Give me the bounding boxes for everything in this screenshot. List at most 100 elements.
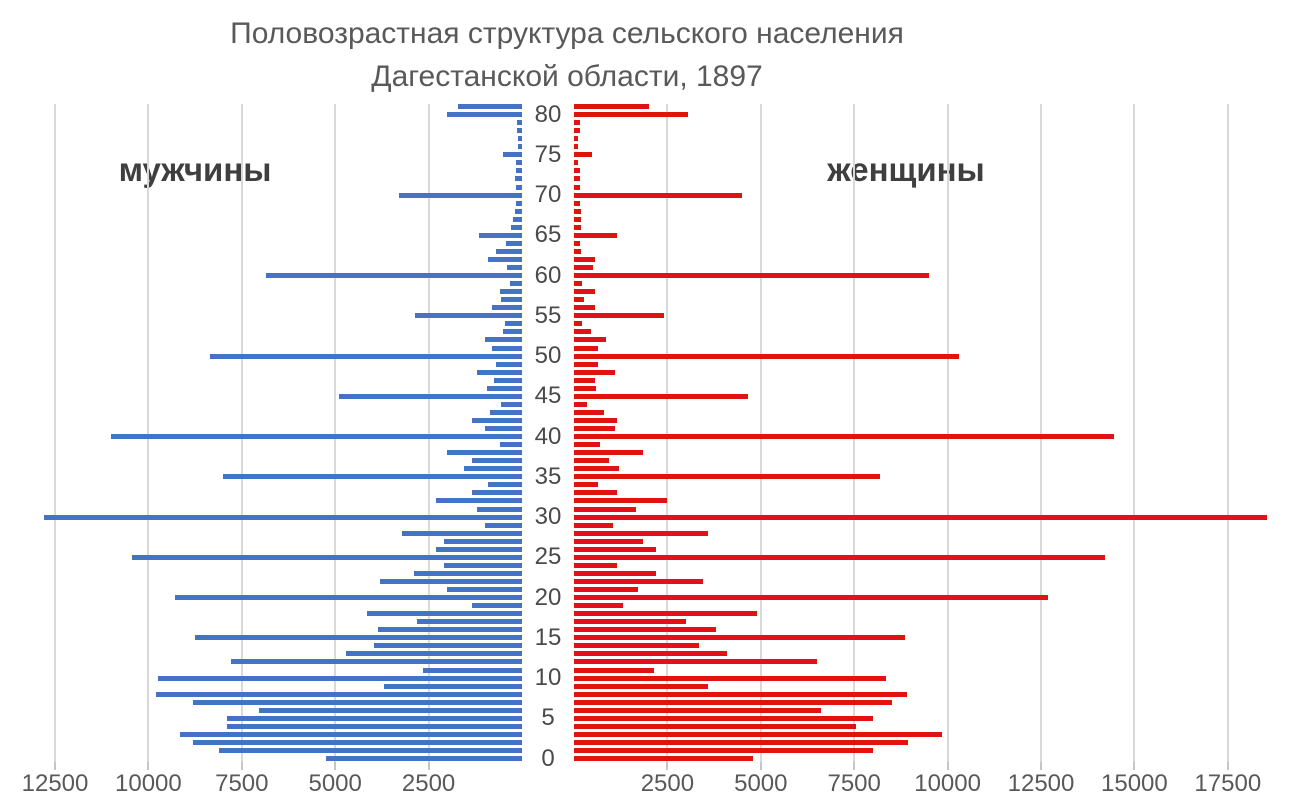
bar-men-age-8 — [155, 691, 522, 697]
bar-men-age-35 — [223, 474, 522, 480]
bar-women-age-72 — [574, 176, 580, 182]
bar-women-age-32 — [574, 498, 668, 504]
bar-men-age-60 — [266, 273, 522, 279]
bar-women-age-55 — [574, 313, 664, 319]
tickmark-right-2500 — [666, 762, 669, 770]
bar-men-age-9 — [383, 683, 522, 689]
bar-women-age-24 — [574, 562, 617, 568]
bar-men-age-65 — [479, 232, 522, 238]
bar-women-age-20 — [574, 595, 1049, 601]
bar-men-age-55 — [414, 313, 522, 319]
bar-men-age-16 — [378, 627, 522, 633]
bar-women-age-19 — [574, 603, 623, 609]
bar-women-age-26 — [574, 546, 657, 552]
tickmark-right-7500 — [853, 762, 856, 770]
bar-men-age-75 — [503, 152, 522, 158]
bar-men-age-43 — [490, 409, 522, 415]
tickmark-left-10000 — [147, 762, 150, 770]
tickmark-right-17500 — [1226, 762, 1229, 770]
bar-women-age-39 — [574, 442, 601, 448]
tickmark-right-10000 — [946, 762, 949, 770]
tickmark-left-5000 — [334, 762, 337, 770]
bar-women-age-33 — [574, 490, 617, 496]
bar-women-age-42 — [574, 417, 617, 423]
bar-women-age-65 — [574, 232, 617, 238]
bar-women-age-14 — [574, 643, 700, 649]
tickmark-right-5000 — [759, 762, 762, 770]
x-axis-label-right-2500: 2500 — [640, 770, 695, 797]
bar-women-age-2 — [574, 739, 909, 745]
bar-women-age-27 — [574, 538, 644, 544]
bar-women-age-63 — [574, 248, 582, 254]
tickmark-left-12500 — [54, 762, 56, 770]
gridline-right-15000 — [1133, 104, 1136, 762]
bar-women-age-23 — [574, 570, 657, 576]
age-axis-label-45: 45 — [534, 382, 562, 410]
gridline-right-17500 — [1226, 104, 1229, 762]
bar-women-age-57 — [574, 297, 585, 303]
bar-men-age-50 — [210, 353, 522, 359]
bar-men-age-36 — [464, 466, 522, 472]
bar-women-age-35 — [574, 474, 881, 480]
bar-men-age-19 — [471, 603, 522, 609]
bar-women-age-80 — [574, 112, 688, 118]
bar-men-age-67 — [512, 216, 522, 222]
bar-women-age-79 — [574, 120, 580, 126]
x-axis-label-left-7500: 7500 — [215, 770, 269, 797]
bar-women-age-0 — [574, 756, 754, 762]
age-axis-label-55: 55 — [534, 301, 562, 329]
chart-title-line1: Половозрастная структура сельского насел… — [230, 17, 904, 50]
bar-women-age-74 — [574, 160, 578, 166]
bar-men-age-44 — [501, 401, 522, 407]
bar-men-age-54 — [505, 321, 522, 327]
bar-women-age-36 — [574, 466, 619, 472]
bar-women-age-3 — [574, 731, 942, 737]
men-series-label: мужчины — [118, 151, 272, 188]
bar-men-age-21 — [447, 587, 522, 592]
bar-men-age-78 — [517, 128, 522, 134]
bar-women-age-18 — [574, 611, 758, 617]
bar-men-age-66 — [510, 224, 522, 230]
bar-women-age-73 — [574, 168, 580, 174]
age-axis-label-75: 75 — [534, 140, 562, 168]
bar-men-age-77 — [517, 136, 522, 142]
bar-men-age-24 — [443, 562, 522, 568]
x-axis-label-right-17500: 17500 — [1194, 770, 1262, 797]
bar-women-age-37 — [574, 458, 610, 464]
age-axis-label-50: 50 — [534, 342, 562, 370]
bar-men-age-10 — [157, 675, 522, 681]
bar-men-age-40 — [111, 434, 522, 440]
bar-women-age-22 — [574, 578, 703, 584]
bar-women-age-58 — [574, 289, 595, 295]
bar-men-age-0 — [325, 756, 522, 762]
bar-men-age-70 — [398, 192, 522, 198]
bar-women-age-8 — [574, 691, 907, 697]
bar-men-age-47 — [493, 377, 522, 383]
bar-women-age-78 — [574, 128, 580, 134]
bar-women-age-69 — [574, 200, 580, 206]
bar-men-age-45 — [338, 393, 522, 399]
bar-men-age-58 — [499, 289, 522, 295]
tickmark-left-7500 — [240, 762, 243, 770]
bar-men-age-39 — [499, 442, 522, 448]
bar-men-age-49 — [495, 361, 522, 367]
x-axis-label-left-10000: 10000 — [115, 770, 182, 797]
bar-women-age-34 — [574, 482, 599, 488]
bar-men-age-26 — [436, 546, 522, 552]
bar-men-age-73 — [516, 168, 522, 174]
bar-men-age-23 — [413, 570, 522, 576]
age-axis-label-65: 65 — [534, 221, 562, 249]
gridline-right-5000 — [759, 104, 762, 762]
age-axis-label-35: 35 — [534, 462, 562, 490]
bar-men-age-30 — [43, 514, 522, 520]
bar-men-age-64 — [505, 240, 522, 246]
bar-women-age-50 — [574, 353, 959, 359]
tickmark-right-12500 — [1040, 762, 1042, 770]
age-axis-label-15: 15 — [534, 623, 562, 651]
x-axis-label-right-5000: 5000 — [734, 770, 788, 797]
bar-men-age-1 — [219, 748, 522, 753]
gridline-left-5000 — [334, 104, 337, 762]
bar-men-age-15 — [195, 635, 522, 641]
tickmark-left-2500 — [427, 762, 430, 770]
bar-women-age-16 — [574, 627, 716, 633]
